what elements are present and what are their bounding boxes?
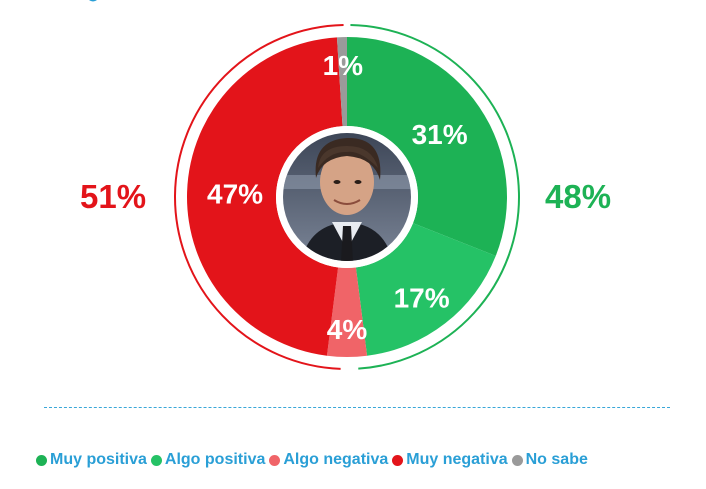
- legend-label: No sabe: [525, 451, 588, 468]
- legend-marker: [511, 454, 523, 466]
- negative-total-label: 51%: [80, 178, 147, 215]
- slice-muy-negativa: [187, 37, 343, 356]
- slice-label-muy-positiva: 31%: [412, 119, 468, 150]
- legend-item-muy-positiva: Muy positiva: [36, 451, 147, 469]
- slice-label-algo-negativa: 4%: [327, 314, 368, 345]
- legend: Muy positiva Algo positiva Algo negativa Mu…: [36, 448, 592, 472]
- dashed-divider: [44, 407, 670, 408]
- slice-algo-negativa: [326, 267, 368, 357]
- legend-item-muy-negativa: Muy negativa: [392, 451, 508, 469]
- slice-algo-positiva: [355, 223, 496, 356]
- slice-label-no-sabe: 1%: [323, 50, 364, 81]
- legend-label: Algo negativa: [283, 451, 389, 468]
- legend-label: Muy positiva: [50, 451, 147, 468]
- legend-label: Algo positiva: [164, 451, 266, 468]
- legend-marker: [150, 454, 162, 466]
- legend-label: Muy negativa: [406, 451, 508, 468]
- legend-marker: [269, 454, 281, 466]
- slice-label-algo-positiva: 17%: [394, 282, 450, 313]
- legend-item-no-sabe: No sabe: [511, 451, 588, 469]
- negative-outer-arc: [174, 24, 344, 370]
- positive-outer-arc: [350, 24, 520, 370]
- legend-marker: [36, 454, 47, 466]
- slice-muy-positiva: [347, 37, 508, 256]
- slice-label-muy-negativa: 47%: [207, 178, 263, 209]
- legend-item-algo-negativa: Algo negativa: [269, 451, 388, 469]
- slice-no-sabe: [336, 37, 347, 127]
- legend-item-algo-positiva: Algo positiva: [150, 451, 266, 469]
- positive-total-label: 48%: [545, 178, 612, 215]
- donut-chart: 31% 17% 4% 47% 1%: [174, 24, 520, 370]
- legend-marker: [392, 454, 404, 466]
- portrait-photo: [283, 133, 411, 261]
